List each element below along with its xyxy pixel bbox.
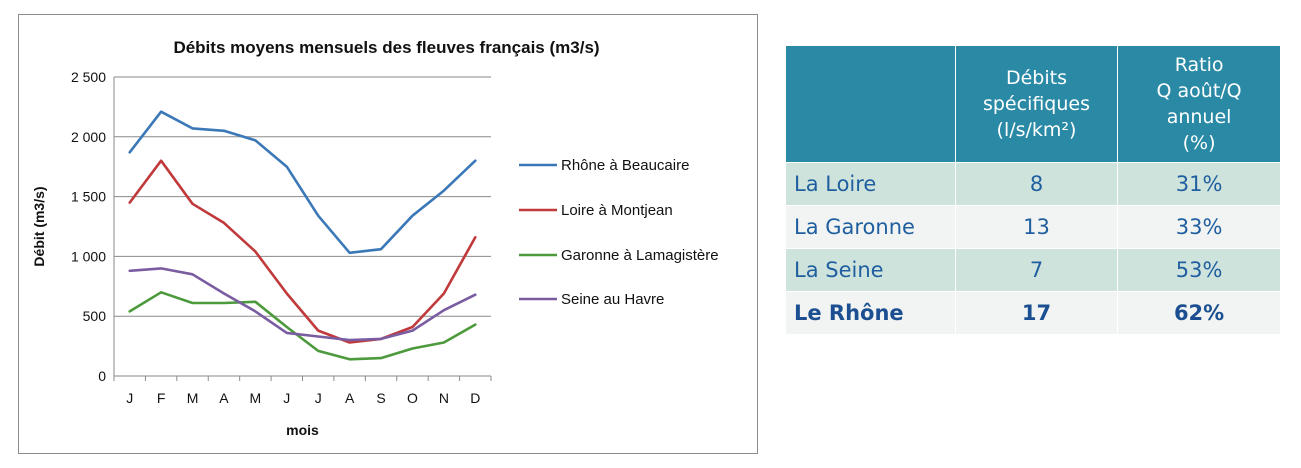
x-tick-label: A [219, 390, 229, 406]
chart-frame: Débits moyens mensuels des fleuves franç… [18, 14, 758, 454]
y-tick-label: 1 000 [71, 248, 106, 264]
ratio-value: 33% [1117, 205, 1280, 249]
y-tick-label: 1 500 [71, 189, 106, 205]
x-tick-label: F [157, 390, 166, 406]
x-tick-label: S [376, 390, 385, 406]
series-line [128, 290, 477, 361]
series-line [128, 110, 477, 255]
specific-flow-table: Débits spécifiques (l/s/km²) Ratio Q aoû… [786, 46, 1280, 334]
river-name: La Loire [786, 162, 956, 206]
header-line: Ratio [1174, 54, 1224, 76]
legend-entry: Seine au Havre [561, 291, 664, 308]
debit-value: 7 [954, 248, 1118, 292]
table-row: La Loire 8 31% [786, 162, 1280, 206]
x-tick-label: M [187, 390, 199, 406]
header-line: (l/s/km²) [996, 119, 1077, 141]
y-tick-label: 2 000 [71, 129, 106, 145]
debit-value: 17 [954, 291, 1118, 334]
x-tick-label: N [439, 390, 449, 406]
river-name: La Seine [786, 248, 956, 292]
y-tick-label: 500 [83, 308, 107, 324]
x-tick-label: J [126, 390, 133, 406]
river-name: Le Rhône [786, 291, 956, 334]
ratio-value: 62% [1117, 291, 1280, 334]
y-axis-label: Débit (m3/s) [31, 186, 47, 266]
table-row: La Seine 7 53% [786, 248, 1280, 292]
ratio-value: 53% [1117, 248, 1280, 292]
river-name: La Garonne [786, 205, 956, 249]
ratio-value: 31% [1117, 162, 1280, 206]
table-row: La Garonne 13 33% [786, 205, 1280, 249]
header-ratio: Ratio Q août/Q annuel (%) [1117, 46, 1280, 163]
y-tick-label: 0 [98, 368, 106, 384]
header-line: Q août/Q annuel [1156, 80, 1242, 128]
line-chart: Débits moyens mensuels des fleuves franç… [31, 38, 719, 438]
x-tick-label: A [345, 390, 355, 406]
x-tick-label: J [315, 390, 322, 406]
table-row: Le Rhône 17 62% [786, 291, 1280, 334]
header-line: spécifiques [982, 93, 1091, 115]
header-line: Débits [1005, 67, 1067, 89]
x-tick-label: O [407, 390, 418, 406]
legend-entry: Loire à Montjean [561, 202, 673, 219]
series-line [128, 159, 477, 344]
header-debits-specifiques: Débits spécifiques (l/s/km²) [954, 46, 1118, 163]
legend-entry: Rhône à Beaucaire [561, 157, 689, 174]
x-tick-label: D [470, 390, 480, 406]
x-tick-label: M [250, 390, 262, 406]
x-axis-label: mois [286, 422, 319, 438]
legend-entry: Garonne à Lamagistère [561, 247, 719, 264]
header-line: (%) [1182, 132, 1216, 154]
x-tick-label: J [283, 390, 290, 406]
debit-value: 13 [954, 205, 1118, 249]
debit-value: 8 [954, 162, 1118, 206]
header-empty [786, 46, 956, 163]
series-line [128, 267, 477, 342]
table-header-row: Débits spécifiques (l/s/km²) Ratio Q aoû… [786, 46, 1280, 163]
chart-title: Débits moyens mensuels des fleuves franç… [173, 38, 599, 57]
y-tick-label: 2 500 [71, 69, 106, 85]
